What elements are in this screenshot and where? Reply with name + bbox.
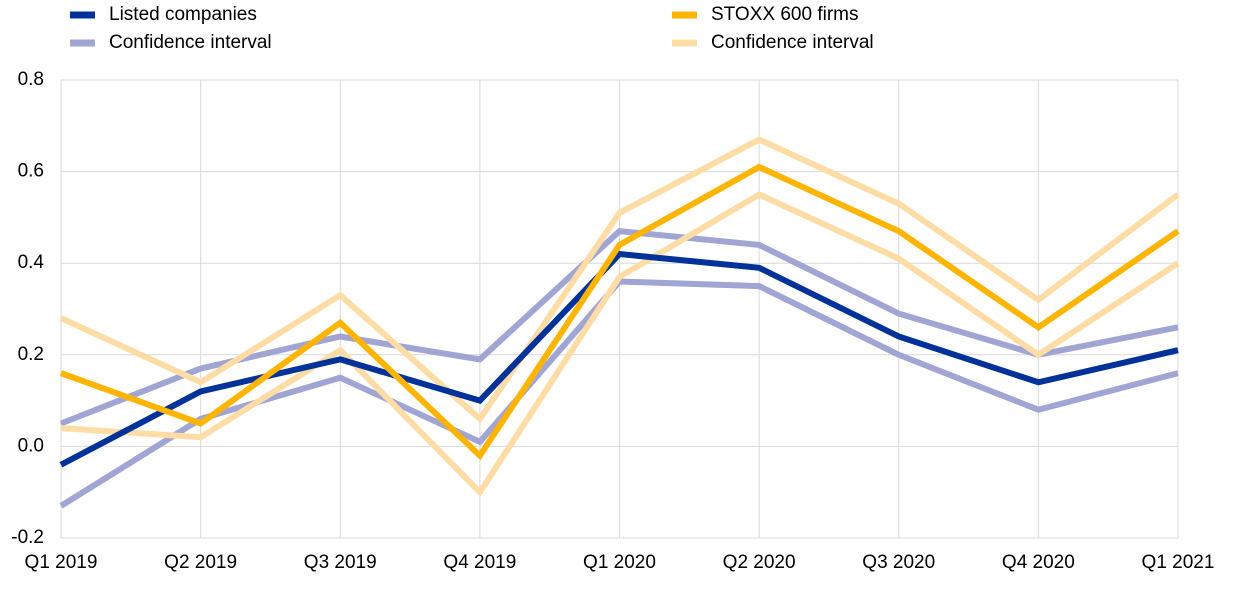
x-tick-label: Q4 2019 (443, 552, 516, 573)
x-tick-label: Q2 2020 (723, 552, 796, 573)
x-tick-label: Q3 2020 (862, 552, 935, 573)
y-tick-label: 0.6 (18, 161, 44, 182)
legend-label: Confidence interval (711, 32, 874, 53)
legend-label: Listed companies (109, 4, 257, 25)
y-tick-label: -0.2 (11, 527, 44, 548)
x-tick-label: Q1 2021 (1142, 552, 1215, 573)
y-tick-label: 0.2 (18, 344, 44, 365)
legend-label: Confidence interval (109, 32, 272, 53)
ci-lower-line (60, 191, 1180, 497)
x-tick-label: Q4 2020 (1002, 552, 1075, 573)
series-line (59, 250, 1179, 468)
x-tick-label: Q3 2019 (304, 552, 377, 573)
ci-upper-line (59, 228, 1179, 427)
x-tick-label: Q2 2019 (164, 552, 237, 573)
y-tick-label: 0.0 (18, 435, 44, 456)
ci-upper-line (59, 136, 1180, 424)
legend-label: STOXX 600 firms (711, 4, 858, 25)
y-tick-label: 0.8 (18, 69, 44, 90)
x-tick-label: Q1 2020 (583, 552, 656, 573)
x-tick-label: Q1 2019 (25, 552, 98, 573)
y-tick-label: 0.4 (18, 252, 45, 273)
series-line (59, 163, 1180, 461)
